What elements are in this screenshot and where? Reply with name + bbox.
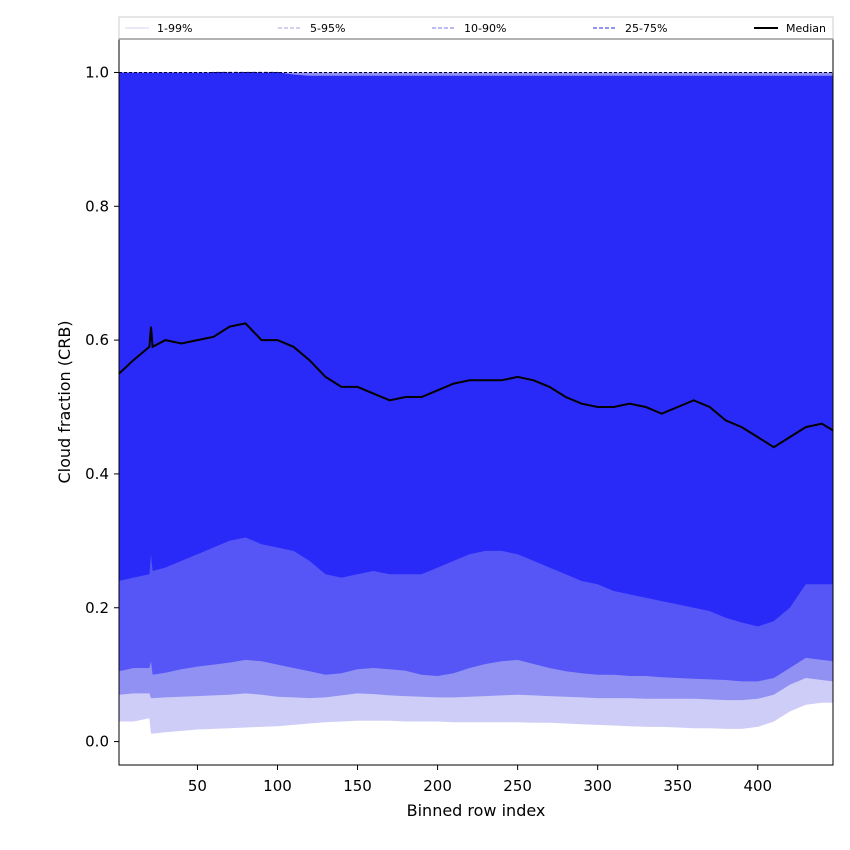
x-axis: 50 100 150 200 250 300 350 400 xyxy=(188,765,772,795)
y-tick-label: 0.6 xyxy=(85,331,109,349)
median-line xyxy=(118,322,834,449)
y-axis: 0.0 0.2 0.4 0.6 0.8 1.0 xyxy=(85,63,119,751)
y-tick-label: 1.0 xyxy=(85,63,109,81)
x-tick-label: 400 xyxy=(743,777,772,795)
legend: 1-99% 5-95% 10-90% 25-75% Median xyxy=(118,16,834,40)
legend-entry-label: 10-90% xyxy=(464,22,506,35)
legend-entry-label: Median xyxy=(786,22,826,35)
y-tick-label: 0.2 xyxy=(85,599,109,617)
y-tick-label: 0.4 xyxy=(85,465,109,483)
x-tick-label: 250 xyxy=(503,777,532,795)
y-axis-title: Cloud fraction (CRB) xyxy=(55,320,74,483)
x-axis-title: Binned row index xyxy=(407,801,546,820)
band-25-75-area xyxy=(119,72,833,627)
percentile-bands xyxy=(118,71,834,734)
legend-entry-label: 5-95% xyxy=(310,22,345,35)
x-tick-label: 350 xyxy=(663,777,692,795)
x-tick-label: 200 xyxy=(423,777,452,795)
median-layer xyxy=(118,322,834,449)
x-tick-label: 50 xyxy=(188,777,207,795)
legend-entry-label: 1-99% xyxy=(157,22,192,35)
x-tick-label: 150 xyxy=(343,777,372,795)
x-tick-label: 100 xyxy=(263,777,292,795)
legend-entry-label: 25-75% xyxy=(625,22,667,35)
x-tick-label: 300 xyxy=(583,777,612,795)
y-tick-label: 0.8 xyxy=(85,197,109,215)
y-tick-label: 0.0 xyxy=(85,733,109,751)
